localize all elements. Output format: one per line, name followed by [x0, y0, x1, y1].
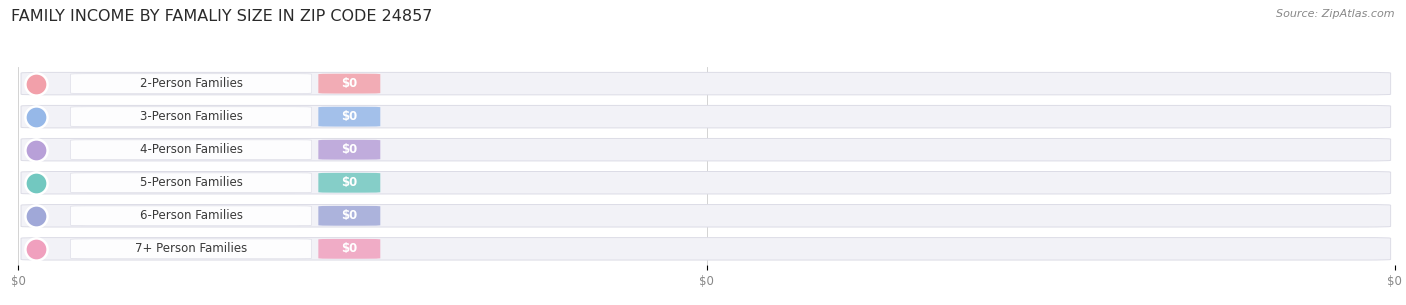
Text: 4-Person Families: 4-Person Families: [139, 143, 242, 156]
Text: FAMILY INCOME BY FAMALIY SIZE IN ZIP CODE 24857: FAMILY INCOME BY FAMALIY SIZE IN ZIP COD…: [11, 9, 433, 24]
Text: $0: $0: [342, 110, 357, 123]
FancyBboxPatch shape: [70, 74, 312, 94]
FancyBboxPatch shape: [70, 107, 312, 127]
FancyBboxPatch shape: [70, 173, 312, 193]
FancyBboxPatch shape: [318, 206, 380, 226]
FancyBboxPatch shape: [70, 140, 312, 160]
FancyBboxPatch shape: [70, 239, 312, 259]
Text: 3-Person Families: 3-Person Families: [139, 110, 242, 123]
FancyBboxPatch shape: [21, 138, 1391, 161]
Text: 7+ Person Families: 7+ Person Families: [135, 242, 247, 255]
Text: $0: $0: [342, 143, 357, 156]
Text: 6-Person Families: 6-Person Families: [139, 209, 242, 222]
FancyBboxPatch shape: [318, 239, 380, 259]
Text: $0: $0: [342, 209, 357, 222]
FancyBboxPatch shape: [318, 140, 380, 160]
FancyBboxPatch shape: [21, 171, 1391, 194]
FancyBboxPatch shape: [318, 74, 380, 94]
Text: $0: $0: [342, 77, 357, 90]
FancyBboxPatch shape: [21, 106, 1391, 128]
FancyBboxPatch shape: [21, 205, 1391, 227]
FancyBboxPatch shape: [318, 107, 380, 127]
Text: 2-Person Families: 2-Person Families: [139, 77, 242, 90]
FancyBboxPatch shape: [70, 206, 312, 226]
Text: $0: $0: [342, 242, 357, 255]
Text: 5-Person Families: 5-Person Families: [139, 176, 242, 189]
Text: Source: ZipAtlas.com: Source: ZipAtlas.com: [1277, 9, 1395, 19]
FancyBboxPatch shape: [21, 238, 1391, 260]
FancyBboxPatch shape: [21, 72, 1391, 95]
FancyBboxPatch shape: [318, 173, 380, 193]
Text: $0: $0: [342, 176, 357, 189]
